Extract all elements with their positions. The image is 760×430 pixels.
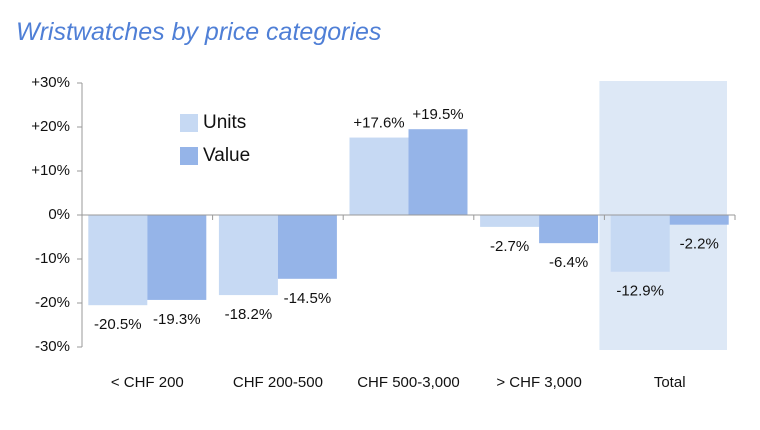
x-tick-label: CHF 500-3,000 [357,374,460,391]
bar [277,215,337,279]
value-label: -6.4% [549,254,588,271]
y-tick-label: -10% [35,250,70,267]
bar [408,129,468,215]
value-label: -2.7% [490,238,529,255]
bar [88,215,148,306]
bar [218,215,278,296]
y-tick-label: -20% [35,294,70,311]
x-tick-label: < CHF 200 [111,374,184,391]
bar [349,137,409,215]
legend-label: Units [203,112,246,133]
value-label: -18.2% [225,306,273,323]
y-tick-label: +10% [31,162,70,179]
x-tick-label: CHF 200-500 [233,374,323,391]
bar [480,215,540,227]
y-tick-label: +20% [31,118,70,135]
legend-label: Value [203,145,250,166]
bar [669,215,729,225]
legend-swatch [180,114,198,132]
value-label: +19.5% [412,106,463,123]
bar [610,215,670,272]
y-tick-label: 0% [48,206,70,223]
value-label: -20.5% [94,316,142,333]
y-tick-label: +30% [31,74,70,91]
bar [539,215,599,244]
chart-title: Wristwatches by price categories [16,18,381,46]
value-label: -12.9% [616,283,664,300]
value-label: -19.3% [153,311,201,328]
value-label: +17.6% [353,115,404,132]
x-tick-label: > CHF 3,000 [496,374,581,391]
y-tick-label: -30% [35,338,70,355]
value-label: -2.2% [680,236,719,253]
value-label: -14.5% [284,290,332,307]
legend-swatch [180,147,198,165]
x-tick-label: Total [654,374,686,391]
bar [147,215,207,300]
